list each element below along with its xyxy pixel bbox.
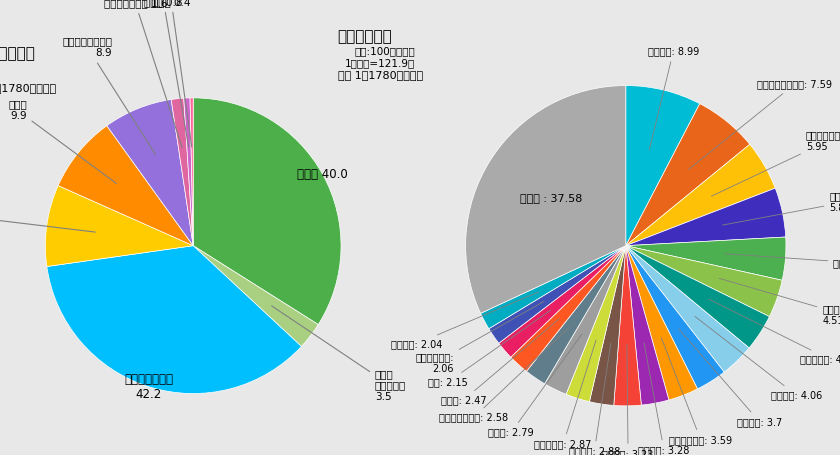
Wedge shape xyxy=(614,246,642,406)
Wedge shape xyxy=(58,126,193,246)
Text: シリア: 2.79: シリア: 2.79 xyxy=(488,334,582,438)
Wedge shape xyxy=(184,98,193,246)
Text: イエメン: 8.99: イエメン: 8.99 xyxy=(648,46,699,150)
Text: ニジェール: 2.87: ニジェール: 2.87 xyxy=(534,340,596,449)
Text: 人件費 40.0: 人件費 40.0 xyxy=(297,168,348,181)
Text: アフガニスタン: 2.58: アフガニスタン: 2.58 xyxy=(439,327,570,423)
Text: 単位:100万ユーロ
1ユーロ=121.9円: 単位:100万ユーロ 1ユーロ=121.9円 xyxy=(344,46,415,68)
Text: ベルギー: 3.28: ベルギー: 3.28 xyxy=(638,343,690,455)
Wedge shape xyxy=(193,98,341,324)
Wedge shape xyxy=(626,237,786,280)
Wedge shape xyxy=(47,246,302,394)
Text: ブルキナファソ:
4.51: ブルキナファソ: 4.51 xyxy=(719,278,840,325)
Wedge shape xyxy=(626,246,769,348)
Text: ハイチ: 2.47: ハイチ: 2.47 xyxy=(440,319,559,405)
Wedge shape xyxy=(566,246,626,402)
Wedge shape xyxy=(511,246,626,371)
Text: 専門サービス費 1.6: 専門サービス費 1.6 xyxy=(103,0,182,147)
Text: 研修・
現地支援費
3.5: 研修・ 現地支援費 3.5 xyxy=(271,306,406,402)
Text: ベネズエラ: 4.38: ベネズエラ: 4.38 xyxy=(709,299,840,364)
Text: 旅費・宿泊費
10.5: 旅費・宿泊費 10.5 xyxy=(0,205,95,232)
Text: フランス: 2.04: フランス: 2.04 xyxy=(391,292,538,349)
Text: イラク: 5.09: イラク: 5.09 xyxy=(724,254,840,268)
Wedge shape xyxy=(171,98,193,246)
Text: 医療費・栄養費
42.2: 医療費・栄養費 42.2 xyxy=(124,373,173,401)
Wedge shape xyxy=(590,246,626,405)
Wedge shape xyxy=(626,144,775,246)
Text: 事務費
9.9: 事務費 9.9 xyxy=(8,100,117,183)
Wedge shape xyxy=(544,246,626,394)
Text: バングラデシュ:
5.95: バングラデシュ: 5.95 xyxy=(711,130,840,196)
Wedge shape xyxy=(626,246,669,405)
Wedge shape xyxy=(499,246,626,357)
Text: 合計 1億1780万ユーロ: 合計 1億1780万ユーロ xyxy=(338,70,423,80)
Text: マリ: 2.15: マリ: 2.15 xyxy=(428,310,551,387)
Text: 項目別支出内訳: 項目別支出内訳 xyxy=(0,46,35,61)
Wedge shape xyxy=(626,188,785,246)
Text: スーダン: 3.7: スーダン: 3.7 xyxy=(679,329,782,427)
Wedge shape xyxy=(45,186,193,267)
Text: 国別支出内訳: 国別支出内訳 xyxy=(338,30,392,45)
Wedge shape xyxy=(626,104,750,246)
Wedge shape xyxy=(190,98,193,246)
Wedge shape xyxy=(626,246,697,400)
Text: メキシコ: 2.88: メキシコ: 2.88 xyxy=(569,344,620,455)
Wedge shape xyxy=(480,246,626,329)
Text: コンゴ民主共和国: 7.59: コンゴ民主共和国: 7.59 xyxy=(689,79,832,169)
Text: 中央アフリカ: 3.59: 中央アフリカ: 3.59 xyxy=(661,338,732,445)
Wedge shape xyxy=(626,86,700,246)
Text: 通信費 0.8: 通信費 0.8 xyxy=(144,0,189,147)
Wedge shape xyxy=(489,246,626,343)
Text: その他 : 37.58: その他 : 37.58 xyxy=(520,193,583,203)
Wedge shape xyxy=(626,246,749,372)
Wedge shape xyxy=(107,100,193,246)
Wedge shape xyxy=(626,246,724,389)
Text: 物流・衛生活動費
8.9: 物流・衛生活動費 8.9 xyxy=(62,36,155,154)
Wedge shape xyxy=(626,246,782,317)
Text: レバノン: 3.23: レバノン: 3.23 xyxy=(602,344,654,455)
Wedge shape xyxy=(193,246,318,346)
Wedge shape xyxy=(527,246,626,384)
Text: ブラジル: 4.06: ブラジル: 4.06 xyxy=(695,316,822,400)
Wedge shape xyxy=(465,86,626,313)
Text: 財務費 0.4: 財務費 0.4 xyxy=(152,0,192,147)
Text: 南スーダン:
5.87: 南スーダン: 5.87 xyxy=(722,191,840,225)
Text: 合計 1億1780万ユーロ: 合計 1億1780万ユーロ xyxy=(0,83,56,93)
Text: ナイジェリア:
2.06: ナイジェリア: 2.06 xyxy=(416,301,544,374)
